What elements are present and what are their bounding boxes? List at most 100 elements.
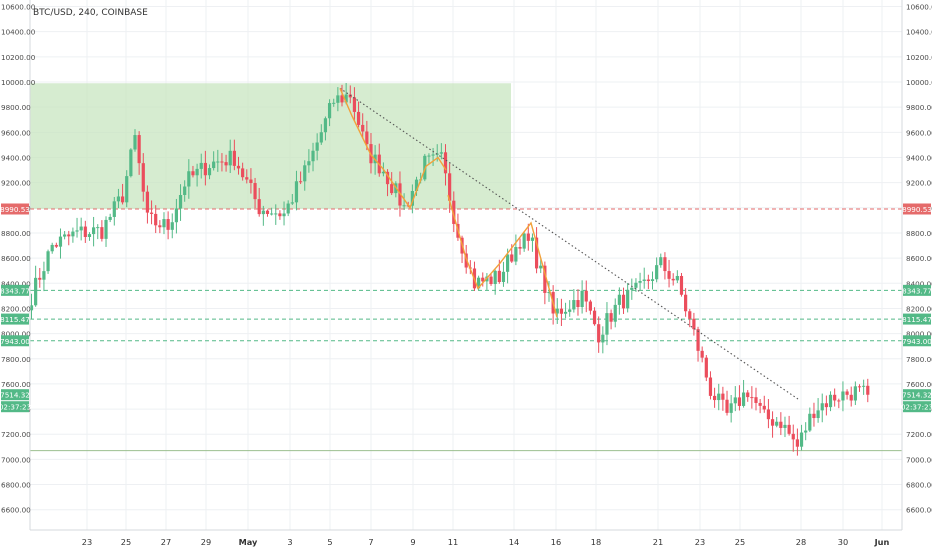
candle-body — [195, 168, 199, 176]
candle-body — [431, 154, 435, 156]
y-tick-label-left: 8600.00 — [1, 254, 31, 263]
candle-body — [220, 161, 224, 163]
candle-body — [390, 184, 394, 194]
right-axis-bg — [902, 0, 932, 550]
candle-body — [158, 225, 162, 228]
candle-body — [667, 271, 671, 279]
candle-body — [580, 290, 584, 308]
y-tick-label-left: 10200.00 — [1, 53, 36, 62]
candle-body — [621, 294, 626, 309]
candle-body — [576, 300, 580, 308]
price-tag-label: 8990.53 — [0, 205, 30, 214]
y-tick-label-right: 7000.00 — [906, 455, 932, 464]
y-tick-label-left: 7000.00 — [1, 455, 31, 464]
candle-body — [559, 308, 564, 314]
candle-body — [464, 253, 468, 268]
candle-body — [443, 152, 448, 174]
candle-body — [663, 257, 667, 272]
y-tick-label-right: 8000.00 — [906, 330, 932, 339]
candle-body — [659, 257, 663, 266]
candle-body — [808, 413, 812, 431]
candle-body — [534, 237, 539, 269]
candle-body — [183, 186, 187, 195]
candle-body — [83, 226, 87, 237]
y-tick-label-right: 10400.00 — [906, 28, 932, 37]
price-tag-label: 7943.00 — [0, 337, 30, 346]
price-tag-box — [903, 313, 931, 325]
candle-body — [477, 277, 481, 289]
candle-body — [178, 194, 183, 209]
trendline — [339, 87, 799, 400]
candle-body — [137, 135, 141, 164]
x-tick-label: 28 — [796, 537, 806, 547]
candle-body — [92, 227, 96, 235]
candle-body — [795, 439, 799, 447]
candle-body — [766, 409, 771, 420]
x-tick-label: 7 — [368, 537, 373, 547]
candle-body — [439, 152, 443, 154]
candle-body — [58, 236, 63, 247]
candle-body — [770, 419, 775, 426]
resistance-zone-layer — [30, 83, 511, 209]
candle-body — [692, 318, 696, 330]
candle-body — [319, 132, 323, 143]
y-tick-label-left: 7800.00 — [1, 355, 31, 364]
candle-body — [166, 219, 170, 230]
candle-body — [601, 334, 605, 343]
x-tick-label: 9 — [410, 537, 415, 547]
candle-body — [791, 433, 795, 440]
candle-body — [46, 251, 50, 272]
candle-body — [216, 161, 220, 163]
candle-body — [414, 179, 419, 191]
y-tick-label-right: 10600.00 — [906, 3, 932, 12]
candle-body — [241, 168, 245, 178]
candle-body — [679, 275, 684, 295]
candle-body — [356, 111, 361, 125]
candle-body — [522, 233, 526, 249]
candle-body — [452, 200, 456, 224]
candle-body — [862, 385, 866, 387]
candle-body — [833, 394, 837, 401]
candle-body — [638, 280, 642, 283]
price-tag-box — [1, 389, 29, 401]
candle-body — [497, 270, 501, 282]
price-tag-label: 8343.77 — [902, 286, 932, 295]
candle-body — [514, 247, 518, 262]
candle-body — [348, 94, 352, 98]
candle-body — [311, 150, 315, 162]
candle-body — [775, 421, 779, 426]
y-tick-label-right: 10200.00 — [906, 53, 932, 62]
candle-body — [617, 294, 621, 305]
candle-body — [713, 395, 717, 401]
candle-body — [547, 292, 551, 294]
candle-body — [187, 171, 191, 187]
candle-body — [203, 162, 207, 176]
candle-body — [592, 310, 597, 325]
candle-body — [820, 403, 824, 411]
candle-body — [427, 155, 431, 157]
candle-body — [191, 171, 195, 176]
candle-body — [104, 219, 108, 239]
candle-body — [207, 168, 212, 176]
candle-body — [754, 397, 758, 403]
price-tag-box — [1, 284, 29, 296]
candle-body — [352, 97, 357, 112]
candle-body — [597, 324, 601, 343]
x-tick-label: 18 — [591, 537, 601, 547]
price-tag-box — [1, 203, 29, 215]
candle-body — [385, 171, 390, 185]
x-tick-label: 23 — [82, 537, 92, 547]
price-tag-box — [903, 335, 931, 347]
candle-body — [54, 244, 58, 247]
candle-body — [539, 265, 543, 269]
y-tick-label-left: 7600.00 — [1, 380, 31, 389]
pattern-zigzag-1 — [339, 88, 447, 210]
candle-body — [145, 191, 150, 213]
candle-body — [67, 234, 71, 237]
candle-body — [365, 131, 369, 145]
candle-body — [100, 227, 104, 239]
candle-body — [154, 213, 158, 226]
